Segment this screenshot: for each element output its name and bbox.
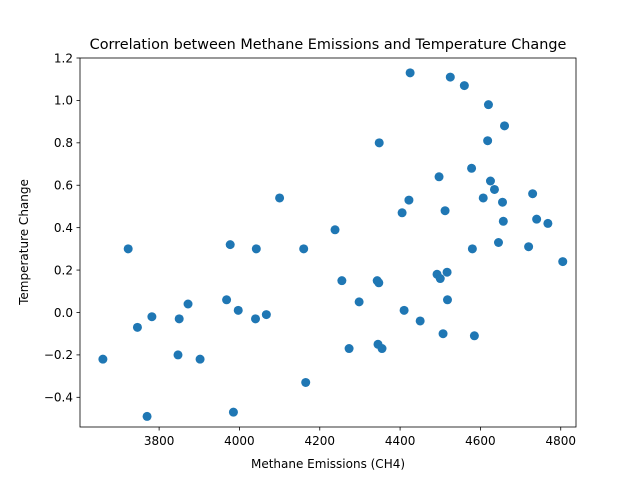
data-point bbox=[261, 310, 271, 320]
data-point bbox=[498, 216, 508, 226]
data-point bbox=[225, 240, 235, 250]
x-axis-ticks: 3800 4000 4200 4400 4600 4800 bbox=[144, 427, 576, 448]
y-axis-ticks: −0.4 −0.2 0.0 0.2 0.4 0.6 0.8 1.0 1.2 bbox=[44, 51, 80, 405]
data-point bbox=[275, 193, 285, 203]
data-point bbox=[132, 322, 142, 332]
data-point bbox=[142, 411, 152, 421]
data-point bbox=[222, 295, 232, 305]
data-point bbox=[123, 244, 133, 254]
data-point bbox=[435, 274, 445, 284]
data-point bbox=[489, 184, 499, 194]
data-point bbox=[445, 72, 455, 82]
data-point bbox=[528, 189, 538, 199]
data-point bbox=[500, 121, 510, 131]
plot-area-frame bbox=[79, 57, 577, 428]
x-axis-label: Methane Emissions (CH4) bbox=[251, 457, 405, 471]
data-point bbox=[330, 225, 340, 235]
data-point bbox=[415, 316, 425, 326]
data-point bbox=[399, 305, 409, 315]
chart-title: Correlation between Methane Emissions an… bbox=[90, 37, 567, 53]
y-tick-label: 1.2 bbox=[54, 51, 73, 65]
data-point bbox=[404, 195, 414, 205]
data-point bbox=[442, 267, 452, 277]
data-point bbox=[374, 138, 384, 148]
data-point bbox=[498, 197, 507, 207]
data-point bbox=[459, 81, 469, 91]
data-point bbox=[228, 407, 238, 417]
data-point bbox=[478, 193, 488, 203]
y-tick-label: 1.0 bbox=[54, 94, 73, 108]
data-point bbox=[467, 163, 477, 173]
data-point bbox=[173, 350, 183, 360]
data-point bbox=[532, 214, 542, 224]
y-tick-label: 0.6 bbox=[54, 179, 73, 193]
data-point bbox=[251, 244, 261, 254]
data-point bbox=[442, 295, 452, 305]
data-point bbox=[299, 244, 309, 254]
y-tick-label: −0.2 bbox=[44, 348, 73, 362]
data-point bbox=[493, 238, 503, 247]
x-tick-label: 4400 bbox=[385, 434, 416, 448]
data-point bbox=[98, 354, 108, 364]
data-point bbox=[483, 100, 493, 110]
data-points bbox=[98, 68, 568, 421]
data-point bbox=[434, 172, 444, 182]
data-point bbox=[405, 68, 415, 78]
data-point bbox=[543, 218, 553, 228]
data-point bbox=[337, 276, 347, 286]
x-tick-label: 4200 bbox=[304, 434, 335, 448]
data-point bbox=[524, 242, 534, 252]
data-point bbox=[467, 244, 477, 254]
data-point bbox=[344, 344, 354, 354]
x-tick-label: 4800 bbox=[545, 434, 576, 448]
data-point bbox=[438, 329, 448, 339]
data-point bbox=[558, 257, 568, 267]
y-tick-label: 0.2 bbox=[54, 263, 73, 277]
data-point bbox=[147, 312, 157, 322]
y-axis-label: Temperature Change bbox=[17, 179, 31, 306]
data-point bbox=[483, 136, 493, 146]
x-tick-label: 3800 bbox=[144, 434, 175, 448]
data-point bbox=[195, 354, 205, 364]
x-tick-label: 4000 bbox=[224, 434, 255, 448]
data-point bbox=[301, 377, 311, 387]
y-tick-label: −0.4 bbox=[44, 391, 73, 405]
data-point bbox=[374, 278, 384, 288]
y-tick-label: 0.4 bbox=[54, 221, 73, 235]
y-tick-label: 0.8 bbox=[54, 136, 73, 150]
y-tick-label: 0.0 bbox=[54, 306, 73, 320]
data-point bbox=[354, 297, 364, 307]
data-point bbox=[469, 331, 479, 341]
data-point bbox=[174, 314, 184, 324]
data-point bbox=[377, 344, 387, 354]
data-point bbox=[485, 176, 495, 186]
data-point bbox=[251, 314, 261, 324]
data-point bbox=[440, 206, 450, 216]
data-point bbox=[183, 299, 193, 309]
x-tick-label: 4600 bbox=[465, 434, 496, 448]
data-point bbox=[233, 305, 243, 315]
data-point bbox=[397, 208, 407, 218]
